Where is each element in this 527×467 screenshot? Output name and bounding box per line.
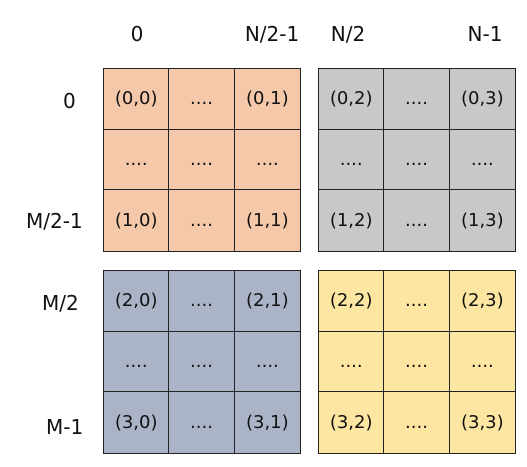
matrix-cell: (1,3) [460,210,504,232]
matrix-cell: .... [449,130,515,191]
matrix-cell: .... [319,331,385,393]
column-label-0: 0 [130,22,144,46]
matrix-cell: .... [384,129,450,191]
matrix-cell: (2,2) [319,271,385,332]
matrix-cell: (0,0) [104,69,170,130]
matrix-cell: .... [169,331,235,393]
matrix-cell: .... [104,129,170,191]
column-label-n-minus-1: N-1 [467,22,503,46]
matrix-cell: .... [384,190,450,251]
block-bottom-right: (2,2) .... (2,3) .... .... .... (3,2) ..… [318,270,516,454]
matrix-cell: (0,2) [319,69,385,130]
matrix-cell: .... [384,392,450,453]
matrix-cell: .... [384,331,450,393]
matrix-cell: .... [384,69,450,130]
matrix-cell: .... [169,392,235,453]
row-label-m-half-minus-1: M/2-1 [26,209,83,233]
matrix-cell: .... [384,271,450,332]
matrix-cell: (2,3) [449,271,515,332]
matrix-cell: (3,0) [104,392,170,453]
column-label-n-half-minus-1: N/2-1 [244,22,300,46]
matrix-cell: .... [104,331,170,393]
matrix-cell: (2,1) [234,271,300,332]
matrix-cell: (3,1) [245,412,289,434]
matrix-cell: .... [234,332,300,393]
matrix-cell: (0,3) [449,69,515,130]
matrix-cell: .... [169,69,235,130]
matrix-cell: (3,2) [319,392,385,453]
block-top-left: (0,0) .... (0,1) .... .... .... (1,0) ..… [103,68,301,252]
matrix-cell: .... [319,129,385,191]
matrix-cell: (2,0) [104,271,170,332]
row-label-m-half: M/2 [42,291,79,315]
matrix-cell: (3,3) [460,412,504,434]
matrix-cell: (1,0) [104,190,170,251]
block-top-right: (0,2) .... (0,3) .... .... .... (1,2) ..… [318,68,516,252]
row-label-0: 0 [63,89,76,113]
matrix-cell: .... [234,130,300,191]
matrix-cell: .... [169,190,235,251]
row-label-m-minus-1: M-1 [46,415,84,439]
matrix-cell: (1,1) [245,210,289,232]
column-label-n-half: N/2 [330,22,366,46]
matrix-cell: (1,2) [319,190,385,251]
matrix-cell: .... [449,332,515,393]
matrix-cell: (0,1) [234,69,300,130]
matrix-cell: .... [169,271,235,332]
matrix-cell: .... [169,129,235,191]
block-bottom-left: (2,0) .... (2,1) .... .... .... (3,0) ..… [103,270,301,454]
